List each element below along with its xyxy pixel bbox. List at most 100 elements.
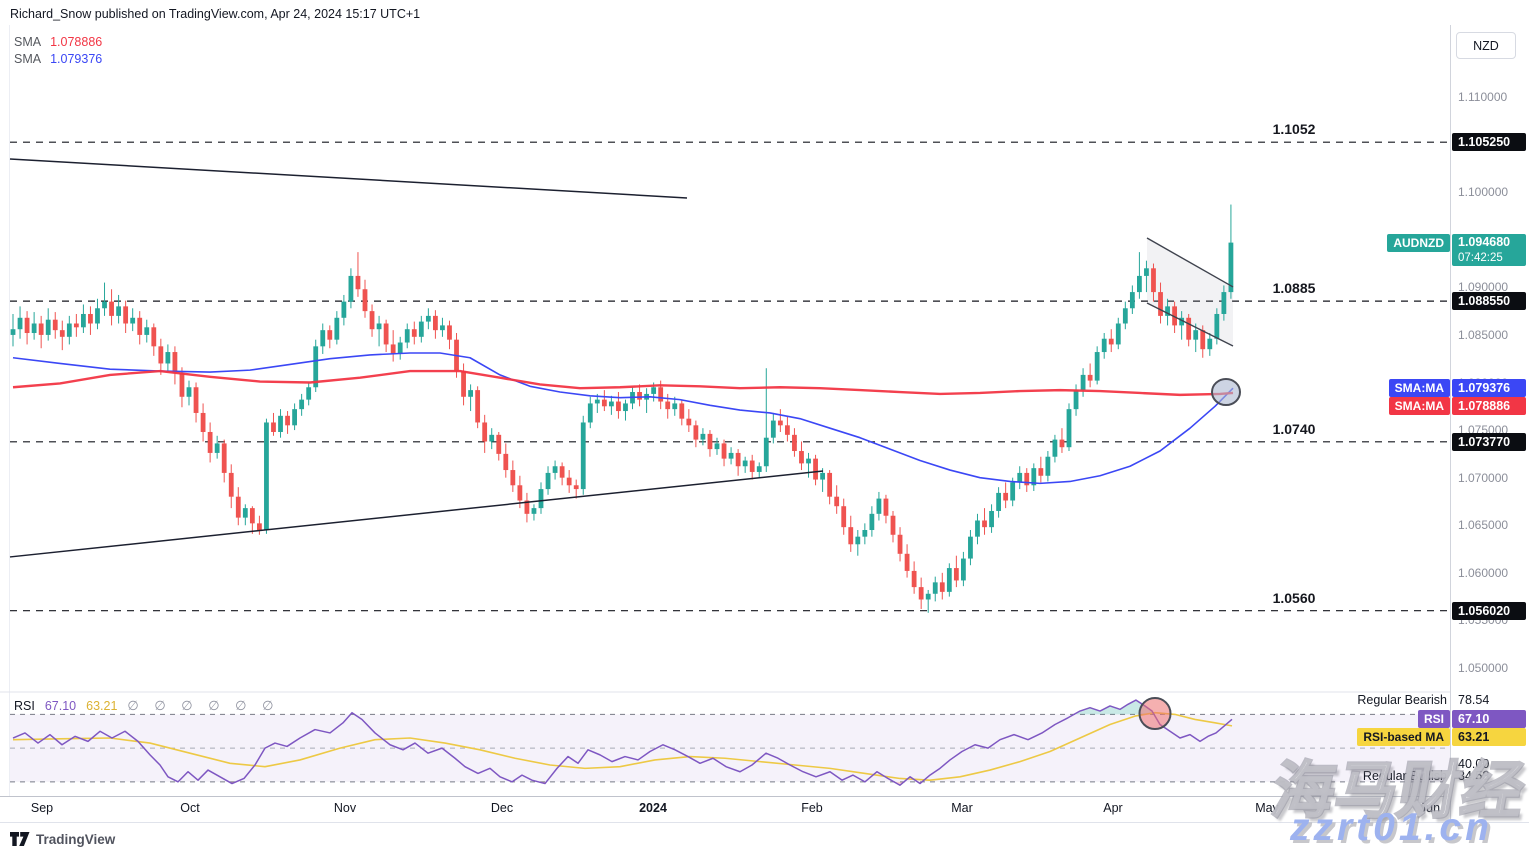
candle-body (531, 508, 537, 514)
candle-body (102, 301, 107, 309)
candle-body (806, 458, 811, 464)
hidden-indicator-icons: ∅ ∅ ∅ ∅ ∅ ∅ (127, 698, 280, 713)
candle-body (109, 301, 114, 316)
candle-body (510, 470, 516, 486)
candle-body (855, 536, 861, 545)
candle-body (1080, 374, 1086, 391)
candle-body (489, 434, 495, 442)
candle-body (876, 498, 882, 514)
candle-body (52, 319, 58, 331)
candle-body (1207, 338, 1213, 350)
key-level-badge: 1.088550 (1452, 292, 1526, 311)
candle-body (81, 313, 86, 328)
candle-body (693, 425, 699, 440)
candle-body (587, 403, 593, 423)
candle-body (573, 485, 579, 490)
rsi-value: 67.10 (44, 699, 77, 713)
candle-body (45, 319, 51, 335)
candle-body (468, 390, 473, 397)
candle-body (1045, 456, 1051, 476)
candle-body (257, 523, 262, 531)
candle-body (249, 508, 255, 524)
candle-body (376, 323, 382, 330)
sma-value-badge: 1.078886 (1452, 397, 1526, 416)
time-axis-label: Apr (1103, 801, 1123, 815)
candle-body (904, 553, 910, 571)
candle-body (1087, 374, 1093, 381)
sma-fast-value: 1.079376 (50, 52, 103, 66)
candle-body (292, 409, 297, 426)
candle-body (559, 466, 565, 478)
candle-body (1200, 330, 1206, 350)
candle-body (341, 301, 347, 318)
candle-body (925, 593, 931, 600)
candle-body (651, 387, 657, 394)
candle-body (418, 321, 424, 337)
rsi-line (12, 699, 1233, 786)
candle-body (31, 323, 37, 334)
candle-body (707, 433, 713, 450)
candle-body (735, 452, 741, 467)
candle-body (996, 492, 1001, 511)
candle-body (425, 315, 431, 322)
sma-cross-marker (1211, 378, 1241, 407)
candle-body (517, 485, 523, 501)
candle-body (17, 317, 23, 330)
candle-body (665, 401, 671, 410)
candle-body (447, 325, 452, 340)
candle-body (397, 342, 403, 354)
candle-body (320, 330, 326, 347)
rsi-value-badge: 67.10 (1452, 710, 1526, 729)
candle-body (1031, 468, 1037, 486)
candle-body (369, 311, 375, 330)
rsi-ma-line (12, 711, 1233, 781)
candle-body (193, 387, 199, 413)
price-tick: 1.085000 (1458, 327, 1509, 342)
candle-body (179, 372, 185, 397)
candle-body (763, 437, 769, 467)
bar-countdown: 07:42:25 (1458, 251, 1503, 264)
sma-label-badge: SMA:MA (1388, 397, 1450, 416)
candle-body (834, 496, 840, 507)
time-axis-label: Feb (801, 801, 823, 815)
candle-body (601, 399, 607, 407)
candle-body (1193, 330, 1199, 340)
candle-body (461, 371, 466, 397)
key-level-text: 1.0560 (1272, 589, 1316, 606)
candle-body (73, 323, 79, 328)
legend-sma-slow[interactable]: SMA 1.078886 (14, 35, 102, 49)
last-price-value: 1.094680 (1458, 234, 1511, 249)
currency-button[interactable]: NZD (1456, 32, 1516, 59)
candle-body (1108, 338, 1114, 345)
rsi-label: RSI (14, 699, 35, 713)
tradingview-logo[interactable]: TradingView (10, 831, 115, 847)
candle-body (503, 453, 509, 471)
regular-bullish-value: 34.53 (1458, 769, 1490, 783)
candle-body (355, 275, 361, 290)
rsi-label-badge: RSI (1417, 710, 1450, 729)
candle-body (24, 317, 30, 334)
candle-body (770, 420, 776, 438)
candle-body (728, 452, 734, 459)
candle-body (362, 289, 368, 312)
candle-body (433, 315, 438, 331)
legend-sma-fast[interactable]: SMA 1.079376 (14, 52, 102, 66)
candle-body (165, 352, 171, 364)
rsi-legend[interactable]: RSI 67.10 63.21 ∅ ∅ ∅ ∅ ∅ ∅ (14, 698, 279, 714)
candle-body (95, 308, 100, 324)
candle-body (200, 412, 206, 432)
regular-bullish-label: Regular Bullish (1362, 769, 1447, 783)
key-level-badge: 1.105250 (1452, 133, 1526, 152)
candle-body (306, 387, 312, 400)
candle-body (961, 558, 966, 581)
key-level-badge: 1.056020 (1452, 601, 1526, 620)
candle-body (580, 422, 586, 490)
candle-body (151, 327, 157, 347)
candle-body (496, 434, 502, 454)
candle-body (538, 489, 544, 509)
candle-body (658, 387, 664, 402)
candle-body (749, 460, 755, 472)
candle-body (130, 317, 136, 324)
candle-body (975, 520, 980, 537)
